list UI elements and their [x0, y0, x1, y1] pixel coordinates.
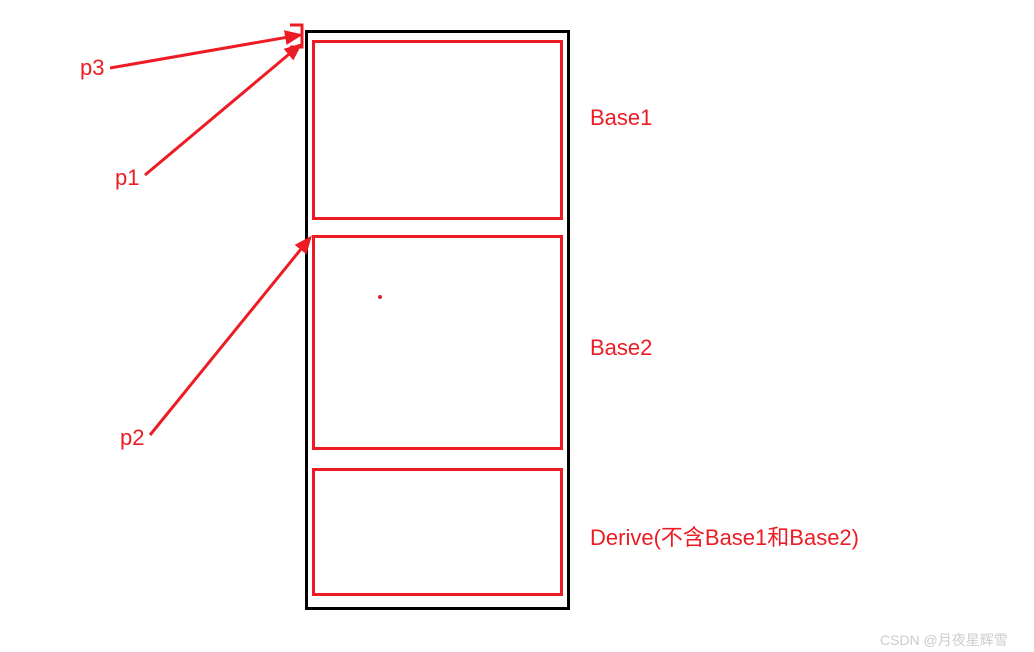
- base2-box: [312, 235, 563, 450]
- base1-label: Base1: [590, 105, 652, 131]
- dot-marker: [378, 295, 382, 299]
- p2-label: p2: [120, 425, 144, 451]
- p3-label: p3: [80, 55, 104, 81]
- base2-label: Base2: [590, 335, 652, 361]
- derive-box: [312, 468, 563, 596]
- derive-label: Derive(不含Base1和Base2): [590, 520, 859, 552]
- watermark: CSDN @月夜星辉雪: [880, 630, 1008, 650]
- p1-label: p1: [115, 165, 139, 191]
- base1-box: [312, 40, 563, 220]
